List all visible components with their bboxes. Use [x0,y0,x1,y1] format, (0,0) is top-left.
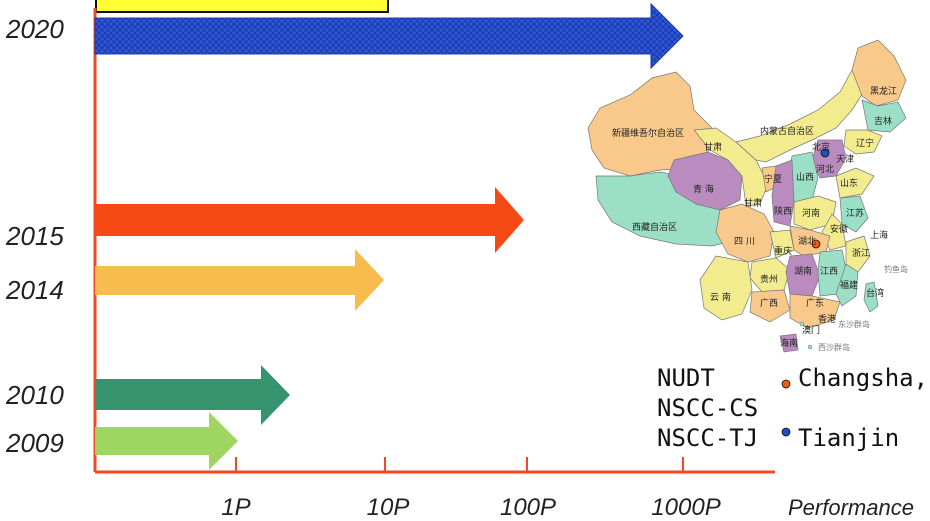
map-region-gansu [693,127,769,207]
tick-label-10p: 10P [367,494,410,521]
map-label-guangxi: 广西 [760,297,778,309]
year-label-2015: 2015 [5,221,64,251]
arrow-2020 [94,2,684,70]
map-label-ningxia: 宁夏 [764,173,782,185]
map-label-chongqing: 重庆 [774,245,792,257]
tick-label-100p: 100P [500,494,556,521]
map-label-xinjiang: 新疆维吾尔自治区 [612,127,684,139]
map-label-gansu-2: 甘肃 [744,197,762,209]
map-label-fujian: 福建 [840,279,858,291]
map-region-zhejiang [845,235,871,273]
map-label-beijing: 北京 [812,141,830,153]
map-label-xisha: 西沙群岛 [818,342,850,352]
map-region-jiangsu [839,195,869,233]
legend-org-nscc-cs: NSCC-CS [657,394,758,422]
map-label-liaoning: 辽宁 [856,137,874,149]
map-dot-tianjin [820,148,830,158]
year-label-2014: 2014 [5,275,64,305]
x-axis-title: Performance [788,495,914,520]
map-label-dongsha: 东沙群岛 [838,319,870,329]
legend-org-nscc-tj: NSCC-TJ [657,424,758,452]
map-label-gansu-1: 甘肃 [704,141,722,153]
legend-org-nudt: NUDT [657,364,715,392]
tick-label-1p: 1P [221,494,250,521]
map-islands-xisha [807,344,813,350]
title-highlight-box [95,0,389,13]
map-region-qinghai [667,151,743,211]
china-map: 新疆维吾尔自治区 西藏自治区 内蒙古自治区 黑龙江 吉林 辽宁 甘肃 甘肃 青 … [587,39,908,353]
map-label-shandong: 山东 [840,177,858,189]
year-label-2009: 2009 [5,428,64,458]
arrow-2009 [95,412,238,470]
map-label-tianjin: 天津 [836,154,854,165]
map-label-shanxi: 山西 [796,172,814,183]
map-label-diaoyu: 钓鱼岛 [884,264,908,274]
map-label-guizhou: 贵州 [760,273,778,285]
map-label-shaanxi: 陕西 [774,205,792,217]
map-region-yunnan [699,255,753,321]
map-region-hainan [779,333,799,353]
map-label-yunnan: 云 南 [710,291,731,303]
legend-dot-tianjin [781,427,791,437]
arrow-2015 [95,187,524,253]
map-label-jiangxi: 江西 [820,266,838,277]
map-label-hunan: 湖南 [794,265,812,277]
map-label-guangdong: 广东 [806,297,824,309]
map-label-zhejiang: 浙江 [852,247,870,259]
map-label-jilin: 吉林 [874,115,892,127]
map-region-guangdong [789,293,841,329]
map-label-hainan: 海南 [780,337,798,349]
map-label-taiwan: 台湾 [866,287,884,299]
map-region-sichuan [715,203,775,263]
map-region-fujian [835,263,859,307]
year-label-2010: 2010 [5,380,64,410]
map-label-macau: 澳门 [802,324,820,336]
map-label-anhui: 安徽 [830,223,848,235]
map-label-hongkong: 香港 [818,313,836,325]
map-label-qinghai: 青 海 [693,183,714,195]
map-region-guangxi [749,289,791,323]
map-region-shandong [835,167,875,199]
legend-city-tianjin: Tianjin [798,424,899,452]
map-label-hubei: 湖北 [798,236,816,247]
map-label-hebei: 河北 [816,163,834,175]
year-label-2020: 2020 [5,14,64,44]
arrow-2014 [95,249,384,311]
map-dot-changsha [811,239,821,249]
map-label-shanghai: 上海 [870,229,888,241]
arrow-2010 [95,365,290,425]
map-region-taiwan [863,281,879,313]
map-label-henan: 河南 [802,207,820,219]
map-region-liaoning [843,129,883,155]
legend-city-changsha: Changsha, [798,364,928,392]
map-label-neimenggu: 内蒙古自治区 [760,125,814,137]
tick-label-1000p: 1000P [651,494,720,521]
map-label-jiangsu: 江苏 [846,207,864,219]
map-label-sichuan: 四 川 [734,237,755,247]
legend-dot-changsha [781,379,791,389]
map-region-jilin [861,99,907,133]
map-label-xizang: 西藏自治区 [632,221,677,233]
map-label-heilongjiang: 黑龙江 [870,85,897,97]
map-region-xinjiang [587,71,713,177]
map-region-heilongjiang [851,39,907,107]
map-islands-dongsha [799,321,805,327]
